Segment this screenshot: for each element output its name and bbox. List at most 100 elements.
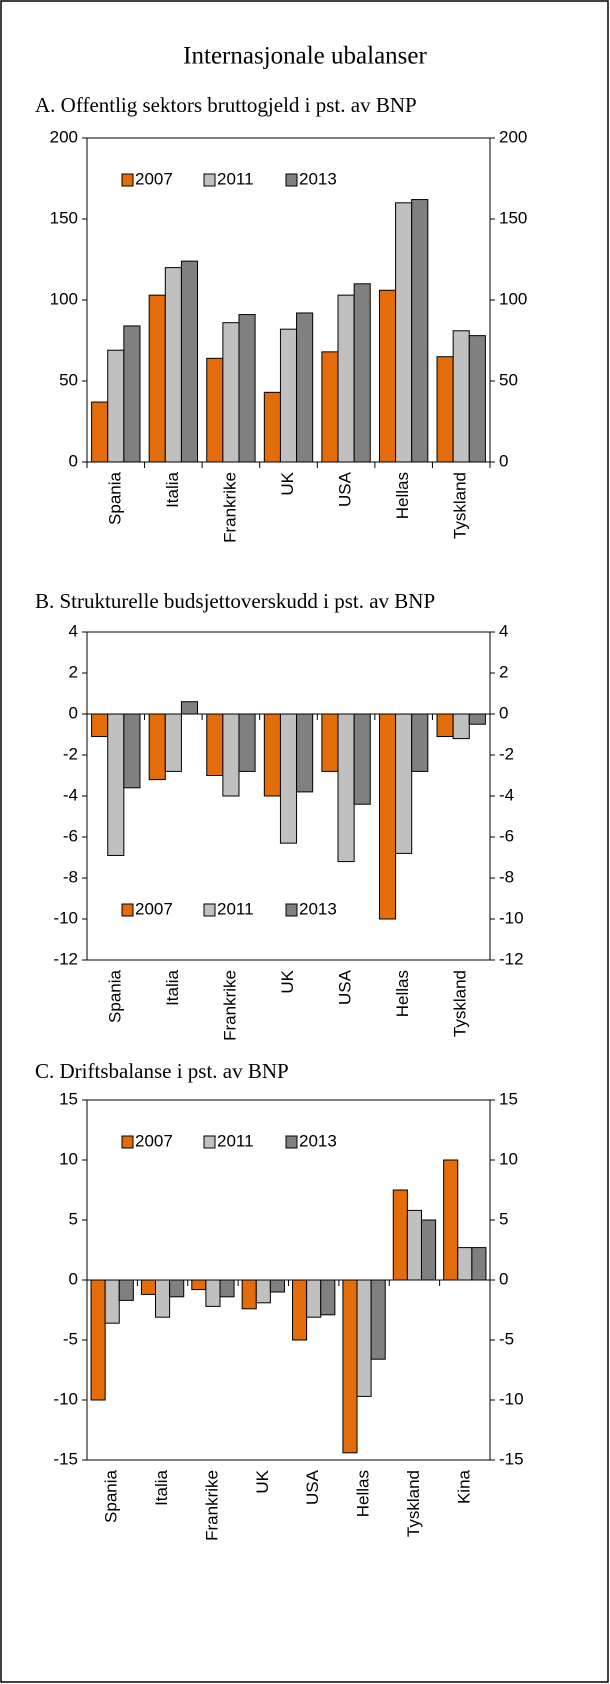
bar [321,713,339,772]
bar [279,328,298,463]
y2-tick-label: -8 [499,867,514,886]
x-tick-label: Italia [163,969,182,1005]
bar [411,199,429,463]
bar [255,1279,271,1304]
y-tick-label: -8 [63,867,78,886]
x-tick-label: USA [336,471,355,507]
y-tick-label: 150 [50,208,78,227]
bar [452,330,470,463]
bar [148,294,166,463]
legend-label: 2011 [217,899,254,918]
bar [395,202,413,463]
x-tick-label: Hellas [393,970,412,1017]
bar [395,713,413,854]
bar [263,713,281,797]
y2-tick-label: 100 [499,289,527,308]
bar [241,1279,257,1310]
y-tick-label: -5 [63,1329,78,1348]
y2-tick-label: -2 [499,744,514,763]
y2-tick-label: -6 [499,826,514,845]
bar [219,1279,235,1298]
bar [123,713,141,789]
legend-label: 2007 [135,169,173,188]
x-tick-label: Italia [163,471,182,507]
y2-tick-label: -15 [499,1449,524,1468]
x-tick-label: Tyskland [404,1470,423,1537]
bar [452,713,470,740]
y2-tick-label: -10 [499,908,524,927]
chart-title: A. Offentlig sektors bruttogjeld i pst. … [35,93,417,117]
chart-title: B. Strukturelle budsjettoverskudd i pst.… [35,589,435,613]
bar [370,1279,386,1360]
bar [238,314,256,463]
bar [406,1209,422,1281]
y2-tick-label: 0 [499,703,508,722]
bar [205,1279,221,1307]
x-tick-label: Frankrike [220,970,239,1041]
x-tick-label: Kina [454,1469,473,1504]
bar [292,1279,308,1341]
y2-tick-label: 15 [499,1089,518,1108]
y2-tick-label: 5 [499,1209,508,1228]
bar [378,713,397,920]
y2-tick-label: 0 [499,1269,508,1288]
bar [353,713,371,805]
bar [471,1247,487,1281]
bar [306,1279,322,1318]
y-tick-label: 0 [69,703,78,722]
legend-swatch [203,1135,216,1149]
bar [342,1279,358,1454]
x-tick-label: Spania [102,1469,121,1522]
y-tick-label: 2 [69,662,78,681]
y-tick-label: 0 [69,451,78,470]
bar [164,267,182,463]
bar [378,289,397,463]
bar [222,713,240,797]
legend-swatch [121,173,134,187]
y2-tick-label: 10 [499,1149,518,1168]
y2-tick-label: -4 [499,785,514,804]
legend-label: 2011 [217,169,254,188]
bar [123,325,141,463]
y-tick-label: 100 [50,289,78,308]
bar [296,312,314,463]
bar [296,713,314,793]
bar [222,322,240,463]
bar [104,1279,120,1324]
bar [107,713,125,856]
bar [164,713,182,772]
y-tick-label: -6 [63,826,78,845]
bar [238,713,256,772]
legend-label: 2013 [299,169,337,188]
x-tick-label: UK [253,1469,272,1493]
bar [148,713,166,781]
legend-label: 2013 [299,1131,337,1150]
y-tick-label: -10 [53,908,78,927]
y-tick-label: 10 [59,1149,78,1168]
x-tick-label: Tyskland [451,472,470,539]
x-tick-label: UK [278,969,297,993]
legend-swatch [285,1135,298,1149]
y-tick-label: -10 [53,1389,78,1408]
legend-swatch [285,903,298,917]
bar [91,713,109,738]
bar [411,713,429,772]
bar [279,713,298,844]
y-tick-label: 50 [59,370,78,389]
x-tick-label: Frankrike [202,1470,221,1541]
bar [155,1279,171,1318]
bar [443,1159,459,1281]
x-tick-label: USA [336,969,355,1005]
x-tick-label: Hellas [354,1470,373,1517]
y-tick-label: -15 [53,1449,78,1468]
chart-title: C. Driftsbalanse i pst. av BNP [35,1059,289,1083]
y-tick-label: 5 [69,1209,78,1228]
bar [457,1247,473,1281]
y-tick-label: -12 [53,949,78,968]
y2-tick-label: -10 [499,1389,524,1408]
y2-tick-label: 50 [499,370,518,389]
bar [356,1279,372,1397]
y2-tick-label: 150 [499,208,527,227]
legend-label: 2011 [217,1131,254,1150]
